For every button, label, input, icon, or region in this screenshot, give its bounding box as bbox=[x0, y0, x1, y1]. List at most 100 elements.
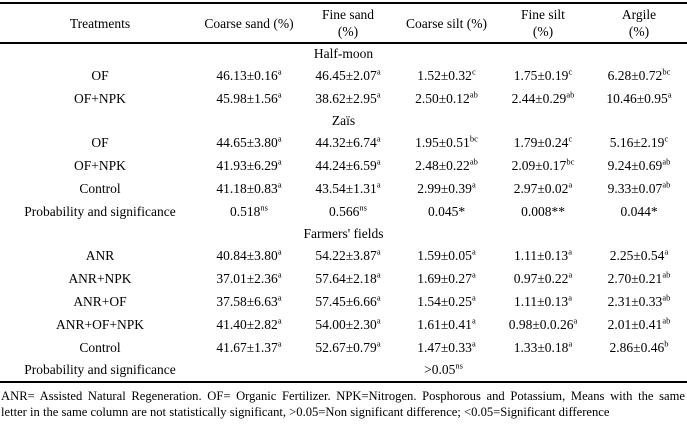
cell-value: 38.62±2.95 bbox=[315, 90, 377, 106]
cell-value: 44.32±6.74 bbox=[315, 134, 377, 150]
footnote-line-2: letter in the same column are not statis… bbox=[1, 405, 610, 419]
column-header-line: Coarse sand (%) bbox=[204, 15, 294, 31]
table-row: OF+NPK 45.98±1.56a 38.62±2.95a 2.50±0.12ab 2… bbox=[0, 87, 687, 110]
table-footnote: ANR= Assisted Natural Regeneration. OF= … bbox=[0, 388, 687, 420]
value-cell: 2.97±0.02a bbox=[495, 177, 591, 200]
significance-letter: c bbox=[568, 66, 573, 76]
cell-value: 1.61±0.41 bbox=[417, 316, 472, 332]
cell-value: 1.79±0.24 bbox=[513, 134, 569, 150]
significance-letter: a bbox=[376, 66, 381, 76]
treatment-label: ANR+NPK bbox=[68, 270, 132, 286]
value-cell: 44.32±6.74a bbox=[298, 131, 398, 154]
section-title: Farmers' fields bbox=[303, 225, 384, 241]
cell-value: 41.18±0.83 bbox=[216, 180, 278, 196]
value-cell: 1.69±0.27a bbox=[398, 267, 495, 290]
cell-value: 2.01±0.41 bbox=[607, 316, 663, 332]
cell-value: 2.25±0.54 bbox=[609, 247, 665, 263]
value-cell: 0.97±0.22a bbox=[495, 267, 591, 290]
significance-letter: a bbox=[376, 292, 381, 302]
value-cell: 41.18±0.83a bbox=[200, 177, 298, 200]
value-cell: 0.566ns bbox=[298, 200, 398, 223]
significance-letter: a bbox=[277, 133, 282, 143]
cell-value: 9.24±0.69 bbox=[607, 157, 663, 173]
cell-value: 37.01±2.36 bbox=[216, 270, 278, 286]
table-row: Control 41.18±0.83a 43.54±1.31a 2.99±0.39a 2… bbox=[0, 177, 687, 200]
column-header-1: Coarse sand (%) bbox=[200, 3, 298, 43]
significance-letter: ab bbox=[662, 156, 671, 166]
cell-value: 45.98±1.56 bbox=[216, 90, 278, 106]
value-cell: 2.01±0.41ab bbox=[591, 313, 687, 336]
significance-letter: ab bbox=[662, 315, 671, 325]
cell-value: 41.67±1.37 bbox=[216, 339, 278, 355]
value-cell: 1.54±0.25a bbox=[398, 290, 495, 313]
cell-value: 0.044* bbox=[620, 203, 658, 219]
table-row: Probability and significance 0.518ns 0.566… bbox=[0, 200, 687, 223]
section-row: Zaïs bbox=[0, 110, 687, 131]
value-cell: 1.61±0.41a bbox=[398, 313, 495, 336]
table-header: Treatments Coarse sand (%) Fine sand (%) Coa… bbox=[0, 3, 687, 43]
table-row: ANR 40.84±3.80a 54.22±3.87a 1.59±0.05a 1.11±… bbox=[0, 244, 687, 267]
column-header-line: (%) bbox=[532, 24, 554, 39]
value-cell: 2.48±0.22ab bbox=[398, 154, 495, 177]
table-row: Control 41.67±1.37a 52.67±0.79a 1.47±0.33a 1… bbox=[0, 336, 687, 359]
table-body: Half-moon OF 46.13±0.16a 46.45±2.07a 1.52±0.… bbox=[0, 43, 687, 382]
significance-letter: a bbox=[471, 246, 476, 256]
treatment-label: Control bbox=[79, 339, 121, 355]
significance-letter: bc bbox=[662, 66, 671, 76]
value-cell: 2.50±0.12ab bbox=[398, 87, 495, 110]
significance-letter: a bbox=[664, 246, 669, 256]
cell-value: 1.59±0.05 bbox=[417, 247, 472, 263]
value-cell: 1.11±0.13a bbox=[495, 290, 591, 313]
cell-value: 1.11±0.13 bbox=[514, 293, 569, 309]
value-cell: 9.33±0.07ab bbox=[591, 177, 687, 200]
significance-letter: a bbox=[376, 156, 381, 166]
significance-letter: a bbox=[376, 269, 381, 279]
value-cell: 41.93±6.29a bbox=[200, 154, 298, 177]
significance-letter: a bbox=[376, 246, 381, 256]
significance-letter: ab bbox=[469, 156, 478, 166]
value-cell: 41.67±1.37a bbox=[200, 336, 298, 359]
significance-letter: bc bbox=[469, 133, 478, 143]
table-row: ANR+OF+NPK 41.40±2.82a 54.00±2.30a 1.61±0.4… bbox=[0, 313, 687, 336]
treatment-label: OF+NPK bbox=[74, 90, 126, 106]
cell-value: 2.99±0.39 bbox=[417, 180, 472, 196]
section-title: Half-moon bbox=[313, 46, 374, 61]
cell-value: 0.008** bbox=[521, 203, 565, 219]
value-cell: 0.044* bbox=[591, 200, 687, 223]
value-cell: 2.99±0.39a bbox=[398, 177, 495, 200]
cell-value: 2.31±0.33 bbox=[607, 293, 663, 309]
significance-letter: bc bbox=[566, 156, 575, 166]
treatment-label: OF+NPK bbox=[74, 157, 126, 173]
value-cell: 43.54±1.31a bbox=[298, 177, 398, 200]
header-row: Treatments Coarse sand (%) Fine sand (%) Coa… bbox=[0, 3, 687, 43]
cell-value: 44.24±6.59 bbox=[315, 157, 377, 173]
value-cell: 2.86±0.46b bbox=[591, 336, 687, 359]
significance-letter: a bbox=[277, 66, 282, 76]
column-header-line: (%) bbox=[628, 24, 650, 39]
significance-letter: a bbox=[573, 315, 578, 325]
table-row: OF+NPK 41.93±6.29a 44.24±6.59a 2.48±0.22ab 2… bbox=[0, 154, 687, 177]
cell-value: 0.045* bbox=[427, 203, 466, 219]
table-row: ANR+NPK 37.01±2.36a 57.64±2.18a 1.69±0.27a 0… bbox=[0, 267, 687, 290]
cell-value: 2.86±0.46 bbox=[609, 339, 665, 355]
value-cell: 0.045* bbox=[398, 200, 495, 223]
cell-value: 37.58±6.63 bbox=[216, 293, 278, 309]
footnote-line-1: ANR= Assisted Natural Regeneration. OF= … bbox=[1, 389, 685, 403]
value-cell: 1.95±0.51bc bbox=[398, 131, 495, 154]
significance-letter: a bbox=[471, 292, 476, 302]
significance-letter: a bbox=[277, 269, 282, 279]
significance-letter: ab bbox=[566, 89, 575, 99]
table-row: OF 44.65±3.80a 44.32±6.74a 1.95±0.51bc 1.79±… bbox=[0, 131, 687, 154]
section-row: Half-moon bbox=[0, 43, 687, 64]
value-cell: 2.70±0.21ab bbox=[591, 267, 687, 290]
cell-value: 2.50±0.12 bbox=[415, 90, 470, 106]
significance-letter: c bbox=[664, 133, 669, 143]
significance-letter: a bbox=[471, 315, 476, 325]
cell-value: 2.97±0.02 bbox=[513, 180, 569, 196]
cell-value: 0.97±0.22 bbox=[513, 270, 569, 286]
significance-letter: a bbox=[277, 156, 282, 166]
value-cell: 52.67±0.79a bbox=[298, 336, 398, 359]
value-cell: 0.008** bbox=[495, 200, 591, 223]
significance-letter: a bbox=[568, 269, 573, 279]
